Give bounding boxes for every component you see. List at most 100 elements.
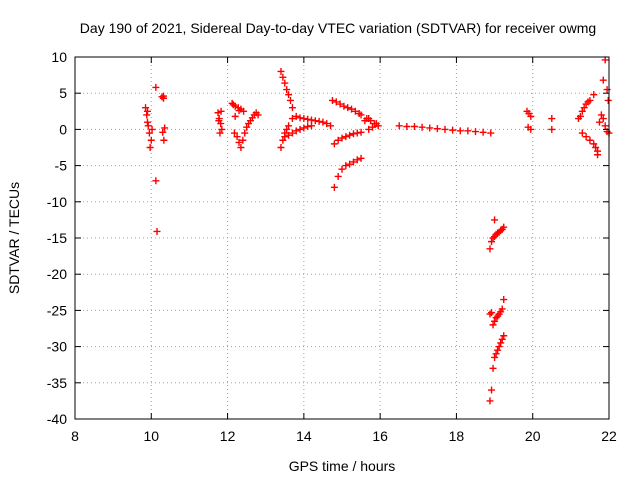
data-point (346, 160, 354, 168)
data-point (158, 93, 166, 101)
data-point (498, 335, 506, 343)
data-point (300, 115, 308, 123)
data-point (590, 140, 598, 148)
data-point (580, 104, 588, 112)
data-point (351, 107, 359, 115)
y-tick-label: 0 (59, 121, 67, 137)
data-point (235, 138, 243, 146)
data-point (479, 128, 487, 136)
y-axis-ticks: -40 -35 -30 -25 -20 -15 -10 -5 0 5 10 (47, 49, 609, 427)
x-axis-label: GPS time / hours (289, 458, 396, 474)
data-point (161, 124, 169, 132)
data-point (332, 98, 340, 106)
data-point (143, 107, 151, 115)
data-point (395, 122, 403, 130)
data-point (498, 305, 506, 313)
data-point (285, 91, 293, 99)
data-point (441, 125, 449, 133)
grid-lines (75, 57, 609, 419)
data-point (307, 122, 315, 130)
data-point (304, 123, 312, 131)
data-point (281, 133, 289, 141)
data-point (283, 125, 291, 133)
data-point (159, 92, 167, 100)
data-point (489, 364, 497, 372)
data-point (230, 129, 238, 137)
data-point (304, 115, 312, 123)
data-point (548, 115, 556, 123)
data-point (323, 120, 331, 128)
data-point (348, 105, 356, 113)
data-point (488, 309, 496, 317)
data-point (330, 140, 338, 148)
data-point (486, 397, 494, 405)
data-point (357, 154, 365, 162)
y-tick-label: -20 (47, 266, 67, 282)
data-point (497, 227, 505, 235)
data-point (491, 216, 499, 224)
data-point (328, 96, 336, 104)
data-point (283, 86, 291, 94)
data-point (357, 128, 365, 136)
data-point (500, 332, 508, 340)
data-point (160, 136, 168, 144)
y-tick-label: 10 (51, 49, 67, 65)
data-point (601, 122, 609, 130)
y-tick-label: -10 (47, 194, 67, 210)
data-point (319, 118, 327, 126)
x-tick-label: 14 (296, 428, 312, 444)
data-point (604, 96, 612, 104)
data-point (300, 124, 308, 132)
data-point (152, 177, 160, 185)
data-point (344, 104, 352, 112)
data-point (410, 123, 418, 131)
data-point (594, 151, 602, 159)
data-point (599, 115, 607, 123)
data-point (464, 127, 472, 135)
data-point (231, 112, 239, 120)
data-point (582, 133, 590, 141)
data-point (595, 118, 603, 126)
data-point (492, 350, 500, 358)
data-point (472, 128, 479, 136)
x-tick-label: 10 (143, 428, 159, 444)
data-point (217, 107, 225, 115)
x-axis-ticks: 8 10 12 14 16 18 20 22 (71, 57, 617, 444)
data-point (288, 104, 296, 112)
data-point (148, 125, 156, 133)
x-tick-label: 12 (220, 428, 236, 444)
chart-title: Day 190 of 2021, Sidereal Day-to-day VTE… (80, 20, 596, 36)
data-point (495, 343, 503, 351)
data-point (403, 123, 411, 131)
data-point (330, 183, 338, 191)
data-point (338, 134, 346, 142)
data-point (237, 144, 245, 151)
x-tick-label: 8 (71, 428, 79, 444)
data-point (287, 96, 295, 104)
data-point (143, 118, 151, 126)
data-point (296, 114, 304, 122)
data-point (489, 234, 497, 242)
data-point (487, 129, 495, 137)
data-point (592, 144, 600, 151)
x-tick-label: 22 (601, 428, 617, 444)
data-point (486, 245, 494, 253)
data-point (489, 321, 497, 329)
data-point (292, 127, 300, 135)
data-points (142, 56, 613, 405)
data-point (586, 96, 594, 104)
data-point (214, 109, 222, 117)
y-tick-label: -5 (55, 158, 68, 174)
y-tick-label: -15 (47, 230, 67, 246)
data-point (346, 131, 354, 139)
data-point (231, 102, 239, 110)
data-point (277, 144, 285, 151)
data-point (327, 122, 335, 130)
data-point (279, 73, 287, 81)
data-point (254, 111, 262, 119)
data-point (288, 129, 296, 137)
data-point (497, 339, 505, 347)
y-tick-label: 5 (59, 85, 67, 101)
data-point (418, 123, 426, 131)
data-point (486, 310, 494, 318)
